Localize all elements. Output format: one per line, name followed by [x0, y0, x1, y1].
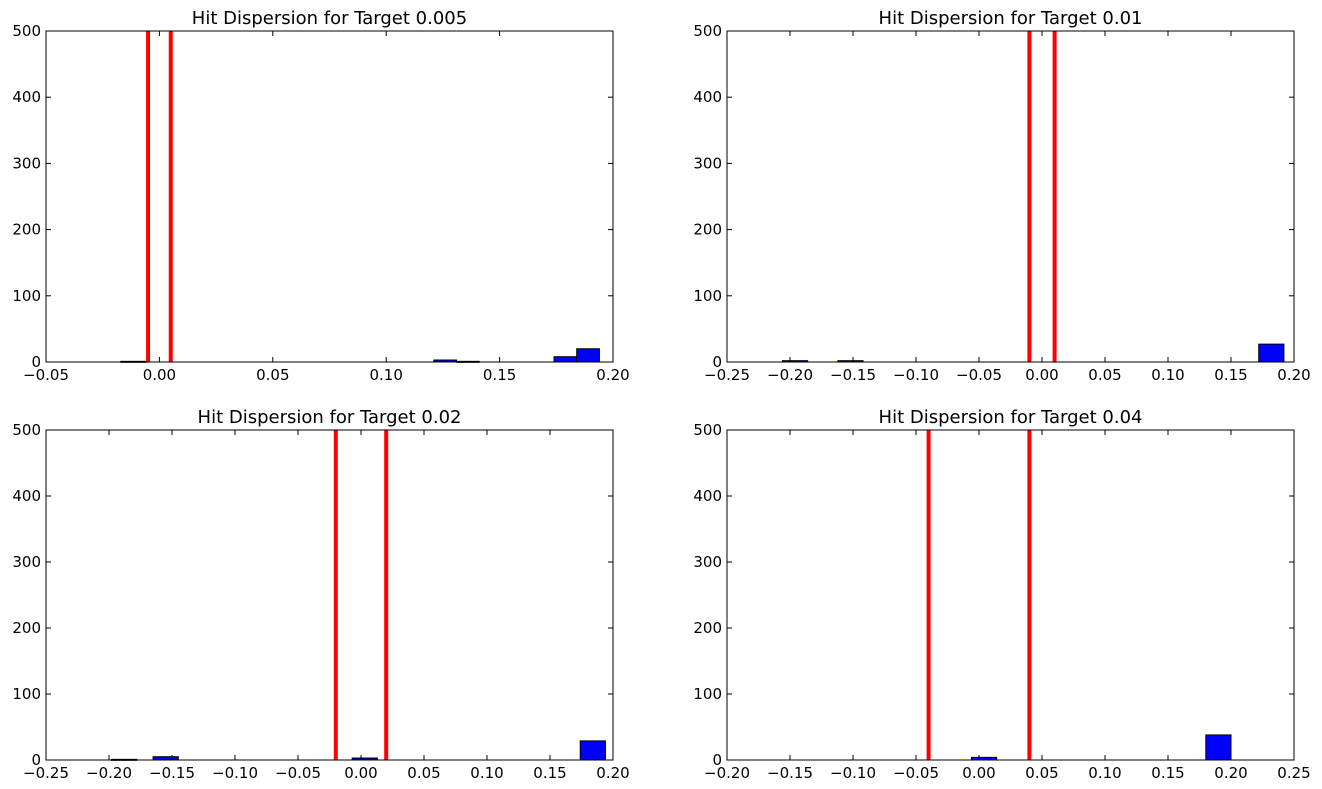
x-tick-label: 0.10 [1151, 366, 1184, 384]
x-tick-label: −0.15 [149, 764, 195, 782]
x-tick-label: 0.05 [1025, 764, 1058, 782]
y-tick-label: 200 [693, 619, 722, 637]
y-tick-label: 500 [12, 22, 41, 40]
subplot-3: −0.25 −0.20 −0.15 −0.10 −0.05 0.00 0.05 0.10 0.1… [12, 407, 629, 782]
y-tick-label: 500 [693, 22, 722, 40]
y-tick-label: 300 [12, 553, 41, 571]
y-tick-label: 0 [712, 353, 722, 371]
x-tick-label: 0.00 [962, 764, 995, 782]
x-tick-label: 0.20 [1277, 366, 1310, 384]
y-tick-label: 100 [12, 287, 41, 305]
y-tick-label: 0 [712, 751, 722, 769]
axes-frame [726, 429, 1295, 761]
histogram-bar [1258, 343, 1285, 363]
y-tick-label: 300 [693, 154, 722, 172]
x-tick-label: 0.10 [1088, 764, 1121, 782]
y-tick-label: 400 [693, 487, 722, 505]
x-tick-label: 0.10 [470, 764, 503, 782]
y-tick-label: 100 [693, 685, 722, 703]
x-tick-label: 0.00 [344, 764, 377, 782]
x-tick-label: 0.20 [596, 366, 629, 384]
y-tick-label: 200 [693, 221, 722, 239]
axes-frame [45, 30, 614, 363]
x-tick-label: −0.20 [767, 366, 813, 384]
y-tick-label: 300 [693, 553, 722, 571]
subplot-4: −0.20 −0.15 −0.10 −0.05 0.00 0.05 0.10 0.15 0.20… [693, 407, 1310, 782]
x-tick-label: −0.15 [830, 366, 876, 384]
histogram-bar [553, 356, 578, 363]
x-tick-label: 0.20 [1214, 764, 1247, 782]
histogram-bar [579, 740, 606, 761]
x-tick-label: 0.05 [256, 366, 289, 384]
x-tick-label: −0.20 [86, 764, 132, 782]
subplot-2: −0.25 −0.20 −0.15 −0.10 −0.05 0.00 0.05 0.10 0.1… [693, 8, 1310, 384]
x-tick-label: −0.05 [23, 366, 69, 384]
x-tick-label: −0.15 [767, 764, 813, 782]
histogram-bar [576, 348, 600, 363]
chart-title: Hit Dispersion for Target 0.04 [879, 407, 1143, 428]
x-tick-label: 0.15 [533, 764, 566, 782]
x-tick-label: −0.10 [893, 366, 939, 384]
x-tick-label: 0.20 [596, 764, 629, 782]
chart-title: Hit Dispersion for Target 0.02 [198, 407, 462, 428]
x-tick-label: −0.05 [956, 366, 1002, 384]
y-tick-label: 500 [693, 421, 722, 439]
x-tick-label: 0.00 [1025, 366, 1058, 384]
x-tick-label: 0.05 [1088, 366, 1121, 384]
y-tick-label: 300 [12, 154, 41, 172]
y-tick-label: 100 [12, 685, 41, 703]
x-tick-label: 0.10 [369, 366, 402, 384]
y-tick-label: 200 [12, 221, 41, 239]
x-tick-label: −0.05 [893, 764, 939, 782]
x-tick-label: 0.15 [1214, 366, 1247, 384]
axes-frame [45, 429, 614, 761]
x-tick-label: −0.10 [212, 764, 258, 782]
histogram-bar [1205, 734, 1232, 761]
x-tick-label: −0.10 [830, 764, 876, 782]
subplot-1: −0.05 0.00 0.05 0.10 0.15 0.20 0 100 200 300 400 50… [12, 8, 629, 384]
chart-title: Hit Dispersion for Target 0.005 [192, 8, 467, 29]
x-tick-label: 0.15 [1151, 764, 1184, 782]
x-tick-label: −0.25 [23, 764, 69, 782]
y-tick-label: 400 [693, 88, 722, 106]
x-tick-label: −0.05 [275, 764, 321, 782]
axes-frame [726, 30, 1295, 363]
y-tick-label: 500 [12, 421, 41, 439]
chart-title: Hit Dispersion for Target 0.01 [879, 8, 1143, 29]
x-tick-label: 0.05 [407, 764, 440, 782]
y-tick-label: 200 [12, 619, 41, 637]
y-tick-label: 400 [12, 88, 41, 106]
x-tick-label: −0.20 [704, 764, 750, 782]
x-tick-label: 0.25 [1277, 764, 1310, 782]
x-tick-label: 0.15 [483, 366, 516, 384]
y-tick-label: 0 [31, 751, 41, 769]
x-tick-label: 0.00 [143, 366, 176, 384]
y-tick-label: 400 [12, 487, 41, 505]
x-tick-label: −0.25 [704, 366, 750, 384]
y-tick-label: 100 [693, 287, 722, 305]
y-tick-label: 0 [31, 353, 41, 371]
